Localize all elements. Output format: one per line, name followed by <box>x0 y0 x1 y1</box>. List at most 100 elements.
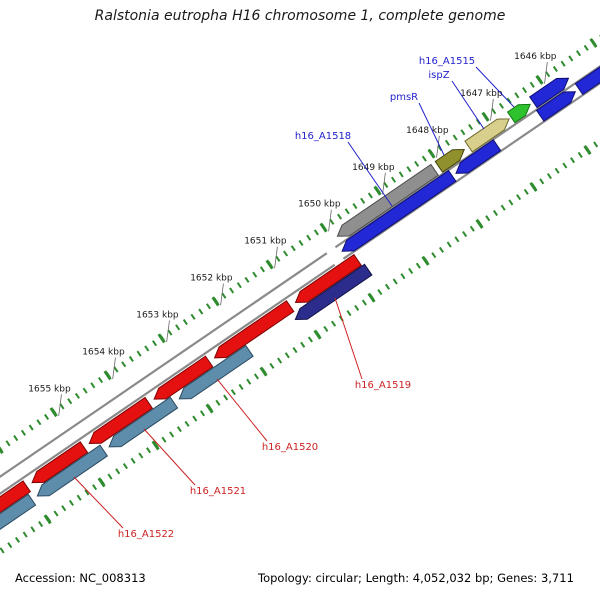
minor-tick <box>205 303 211 310</box>
minor-tick <box>546 173 552 180</box>
minor-tick <box>593 141 599 148</box>
minor-tick <box>354 304 360 311</box>
minor-tick <box>13 435 19 442</box>
minor-tick <box>539 178 545 185</box>
minor-tick <box>229 287 235 294</box>
minor-tick <box>313 229 319 236</box>
minor-tick <box>331 320 337 327</box>
kbp-label-1651: 1651 kbp <box>244 237 287 247</box>
backbone-line <box>0 263 336 547</box>
kbp-label-1650: 1650 kbp <box>298 200 341 210</box>
minor-tick <box>176 426 182 433</box>
minor-tick <box>44 413 50 421</box>
kbp-label-1646: 1646 kbp <box>514 52 557 62</box>
minor-tick <box>0 547 5 554</box>
major-tick <box>319 222 328 233</box>
gene-blue-c2 <box>574 65 600 96</box>
gene-red-5 <box>31 441 89 484</box>
minor-tick <box>22 531 28 538</box>
minor-tick <box>446 241 452 248</box>
major-tick <box>97 477 106 488</box>
gene-a1521 <box>108 396 179 448</box>
minor-tick <box>406 166 412 173</box>
minor-tick <box>468 123 474 131</box>
minor-tick <box>90 382 96 389</box>
gene-label-ispZ-leader <box>451 80 485 130</box>
major-tick <box>583 145 592 155</box>
minor-tick <box>138 452 144 459</box>
minor-tick <box>259 266 265 273</box>
minor-tick <box>492 209 498 216</box>
minor-tick <box>175 324 181 331</box>
minor-tick <box>28 424 34 431</box>
minor-tick <box>500 204 506 211</box>
gene-red-4 <box>88 396 154 444</box>
minor-tick <box>570 157 576 164</box>
gene-blue-mid <box>455 139 502 174</box>
minor-tick <box>144 345 150 352</box>
minor-tick <box>36 419 42 426</box>
minor-tick <box>390 176 397 183</box>
minor-tick <box>169 431 175 438</box>
minor-tick <box>300 341 306 348</box>
major-tick <box>535 74 544 85</box>
minor-tick <box>491 108 497 115</box>
minor-tick <box>199 410 206 417</box>
minor-tick <box>277 357 283 364</box>
minor-tick <box>385 283 391 290</box>
gene-label-h16_A1522: h16_A1522 <box>118 529 174 540</box>
minor-tick <box>167 329 173 336</box>
gene-label-h16_A1519: h16_A1519 <box>355 380 411 391</box>
minor-tick <box>583 44 589 51</box>
gene-red-1 <box>294 253 362 303</box>
minor-tick <box>576 50 582 57</box>
minor-tick <box>38 521 44 528</box>
minor-tick <box>146 447 152 454</box>
gene-pmsr <box>434 148 466 173</box>
gene-label-pmsR-leader <box>418 102 445 156</box>
minor-tick <box>523 188 529 195</box>
kbp-tick-leader <box>328 209 332 232</box>
gene-label-h16_A1521-leader <box>143 428 196 486</box>
minor-tick <box>198 308 204 315</box>
minor-tick <box>414 160 420 167</box>
minor-tick <box>392 278 398 285</box>
major-tick <box>103 370 112 381</box>
kbp-label-1648: 1648 kbp <box>406 126 449 136</box>
major-tick <box>589 37 598 48</box>
kbp-tick-leader <box>274 246 278 269</box>
minor-tick <box>454 236 460 243</box>
gene-a1522 <box>36 444 109 497</box>
minor-tick <box>30 526 36 533</box>
major-tick <box>313 329 322 340</box>
kbp-tick-leader <box>544 62 548 84</box>
minor-tick <box>284 352 290 359</box>
minor-tick <box>421 155 427 162</box>
minor-tick <box>361 299 367 306</box>
kbp-label-1649: 1649 kbp <box>352 163 395 173</box>
gene-a1515 <box>506 103 531 124</box>
minor-tick <box>184 420 190 427</box>
minor-tick <box>377 289 383 296</box>
minor-tick <box>215 399 221 406</box>
minor-tick <box>76 494 82 501</box>
minor-tick <box>444 139 450 146</box>
page-title: Ralstonia eutropha H16 chromosome 1, com… <box>94 8 506 24</box>
topology-stats-text: Topology: circular; Length: 4,052,032 bp… <box>258 571 574 585</box>
minor-tick <box>98 377 104 384</box>
minor-tick <box>452 134 458 141</box>
minor-tick <box>82 387 88 394</box>
minor-tick <box>161 436 167 443</box>
minor-tick <box>130 457 136 464</box>
minor-tick <box>438 246 445 253</box>
accession-text: Accession: NC_008313 <box>15 571 146 585</box>
major-tick <box>427 148 436 159</box>
minor-tick <box>236 282 242 289</box>
minor-tick <box>323 325 329 332</box>
minor-tick <box>398 171 404 178</box>
minor-tick <box>68 499 74 506</box>
major-tick <box>367 292 376 303</box>
major-tick <box>265 259 274 270</box>
minor-tick <box>59 403 65 410</box>
minor-tick <box>462 231 468 238</box>
